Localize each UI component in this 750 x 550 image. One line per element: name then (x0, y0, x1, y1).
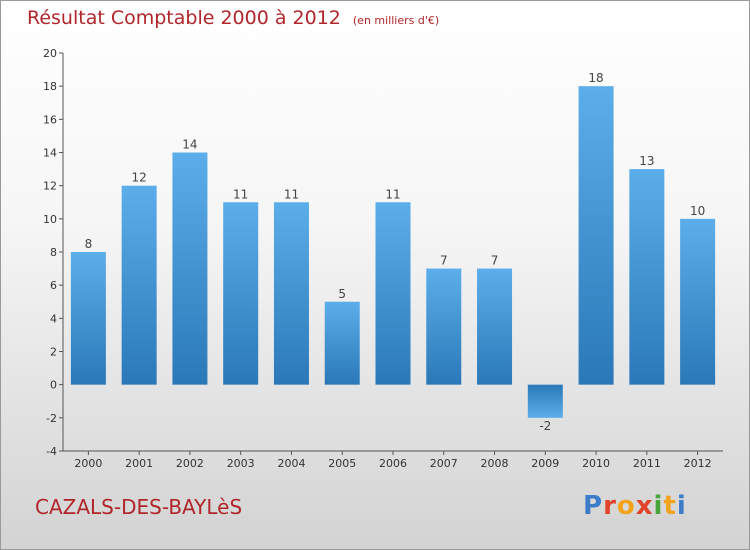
bar-value-label: 12 (132, 171, 147, 185)
y-tick-label: 10 (43, 213, 57, 226)
logo-letter: o (616, 491, 636, 521)
bar (578, 86, 614, 385)
bar-value-label: 13 (639, 154, 654, 168)
y-tick-label: 4 (50, 312, 57, 325)
bar-value-label: 11 (233, 187, 248, 201)
bar (629, 169, 665, 385)
logo-letter: i (653, 491, 664, 521)
y-tick-label: 20 (43, 47, 57, 60)
bar-value-label: 11 (284, 187, 299, 201)
bar-value-label: 14 (182, 138, 197, 152)
y-tick-label: 2 (50, 346, 57, 359)
bar (426, 268, 462, 385)
logo-letter: i (676, 491, 687, 521)
chart-title: Résultat Comptable 2000 à 2012 (en millie… (27, 7, 439, 29)
bar (324, 301, 360, 385)
bar (527, 384, 563, 418)
chart-title-text: Résultat Comptable 2000 à 2012 (27, 7, 341, 29)
logo-letter: t (663, 491, 677, 521)
bar-value-label: 7 (491, 254, 499, 268)
x-tick-label: 2006 (379, 457, 407, 470)
bar-value-label: 11 (385, 187, 400, 201)
chart-unit: (en milliers d'€) (352, 14, 440, 27)
x-tick-label: 2010 (582, 457, 610, 470)
x-tick-label: 2012 (684, 457, 712, 470)
x-tick-label: 2007 (430, 457, 458, 470)
bar (273, 202, 309, 385)
x-tick-label: 2009 (531, 457, 559, 470)
bar-value-label: 7 (440, 254, 448, 268)
y-tick-label: 18 (43, 80, 57, 93)
bar (70, 252, 106, 385)
x-tick-label: 2008 (481, 457, 509, 470)
proxiti-logo: Proxiti (583, 491, 687, 521)
x-tick-label: 2005 (328, 457, 356, 470)
bar (121, 185, 157, 385)
y-tick-label: 6 (50, 279, 57, 292)
x-tick-label: 2003 (227, 457, 255, 470)
bar (680, 218, 716, 385)
logo-letter: P (583, 491, 604, 521)
bar-value-label: 5 (338, 287, 346, 301)
y-tick-label: -2 (46, 412, 57, 425)
y-tick-label: 14 (43, 147, 57, 160)
commune-name: CAZALS-DES-BAYLèS (35, 495, 243, 519)
y-tick-label: 0 (50, 379, 57, 392)
x-tick-label: 2001 (125, 457, 153, 470)
logo-letter: x (635, 491, 654, 521)
bar (223, 202, 259, 385)
x-tick-label: 2002 (176, 457, 204, 470)
y-tick-label: 16 (43, 113, 57, 126)
bar-value-label: -2 (539, 419, 551, 433)
bar-value-label: 10 (690, 204, 705, 218)
x-tick-label: 2011 (633, 457, 661, 470)
x-tick-label: 2000 (74, 457, 102, 470)
bar-value-label: 8 (85, 237, 93, 251)
logo-letter: r (603, 491, 617, 521)
bar (172, 152, 208, 385)
bar (477, 268, 513, 385)
bar (375, 202, 411, 385)
x-tick-label: 2004 (277, 457, 305, 470)
y-tick-label: -4 (46, 445, 57, 458)
y-tick-label: 12 (43, 180, 57, 193)
bar-value-label: 18 (588, 71, 603, 85)
y-tick-label: 8 (50, 246, 57, 259)
